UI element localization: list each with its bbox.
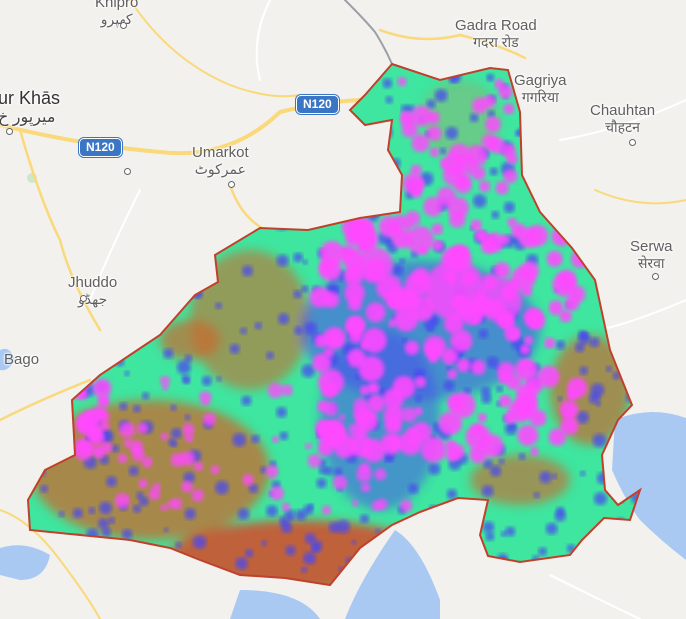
town-marker-jhuddo — [80, 295, 87, 302]
town-marker-khipro — [120, 22, 127, 29]
railway — [344, 0, 393, 65]
road-east — [594, 189, 686, 205]
place-label-gagriya: Gagriya गगरिया — [514, 72, 567, 105]
water-body-west — [0, 545, 50, 580]
place-label-mirpur-khas: ur Khās میرپور خ — [0, 88, 61, 126]
water-body-southwest — [230, 590, 320, 619]
place-label-gadra-road: Gadra Road गदरा रोड — [455, 17, 537, 50]
road-west-2 — [0, 378, 92, 422]
road-minor-2 — [89, 189, 141, 301]
road-minor-4 — [599, 299, 686, 331]
town-marker-serwa — [652, 273, 659, 280]
road-shield-n120-west: N120 — [79, 138, 122, 157]
town-marker — [124, 168, 131, 175]
road-umarkot-south — [228, 183, 264, 230]
place-label-chauhtan: Chauhtan चौहटन — [590, 102, 656, 135]
road-gadra — [378, 28, 527, 60]
place-label-khipro: Khipro کھپرو — [95, 0, 139, 27]
road-north-1 — [129, 0, 301, 98]
road-southwest — [0, 509, 101, 619]
road-shield-n120-east: N120 — [296, 95, 339, 114]
town-marker-mirpur-khas — [6, 128, 13, 135]
water-body-south — [345, 530, 440, 619]
water-body-bago — [0, 348, 15, 371]
town-marker-umarkot — [228, 181, 235, 188]
place-label-bago: Bago — [4, 351, 40, 368]
place-label-serwa: Serwa सेरवा — [630, 238, 673, 271]
place-label-umarkot: Umarkot عمرکوٹ — [192, 144, 249, 177]
water-body-east — [612, 411, 686, 560]
town-marker-chauhtan — [629, 139, 636, 146]
road-minor-1 — [255, 0, 271, 81]
road-minor-5 — [549, 574, 641, 619]
road-minor-3 — [559, 99, 686, 141]
place-label-jhuddo: Jhuddo جھڈو — [68, 274, 118, 307]
